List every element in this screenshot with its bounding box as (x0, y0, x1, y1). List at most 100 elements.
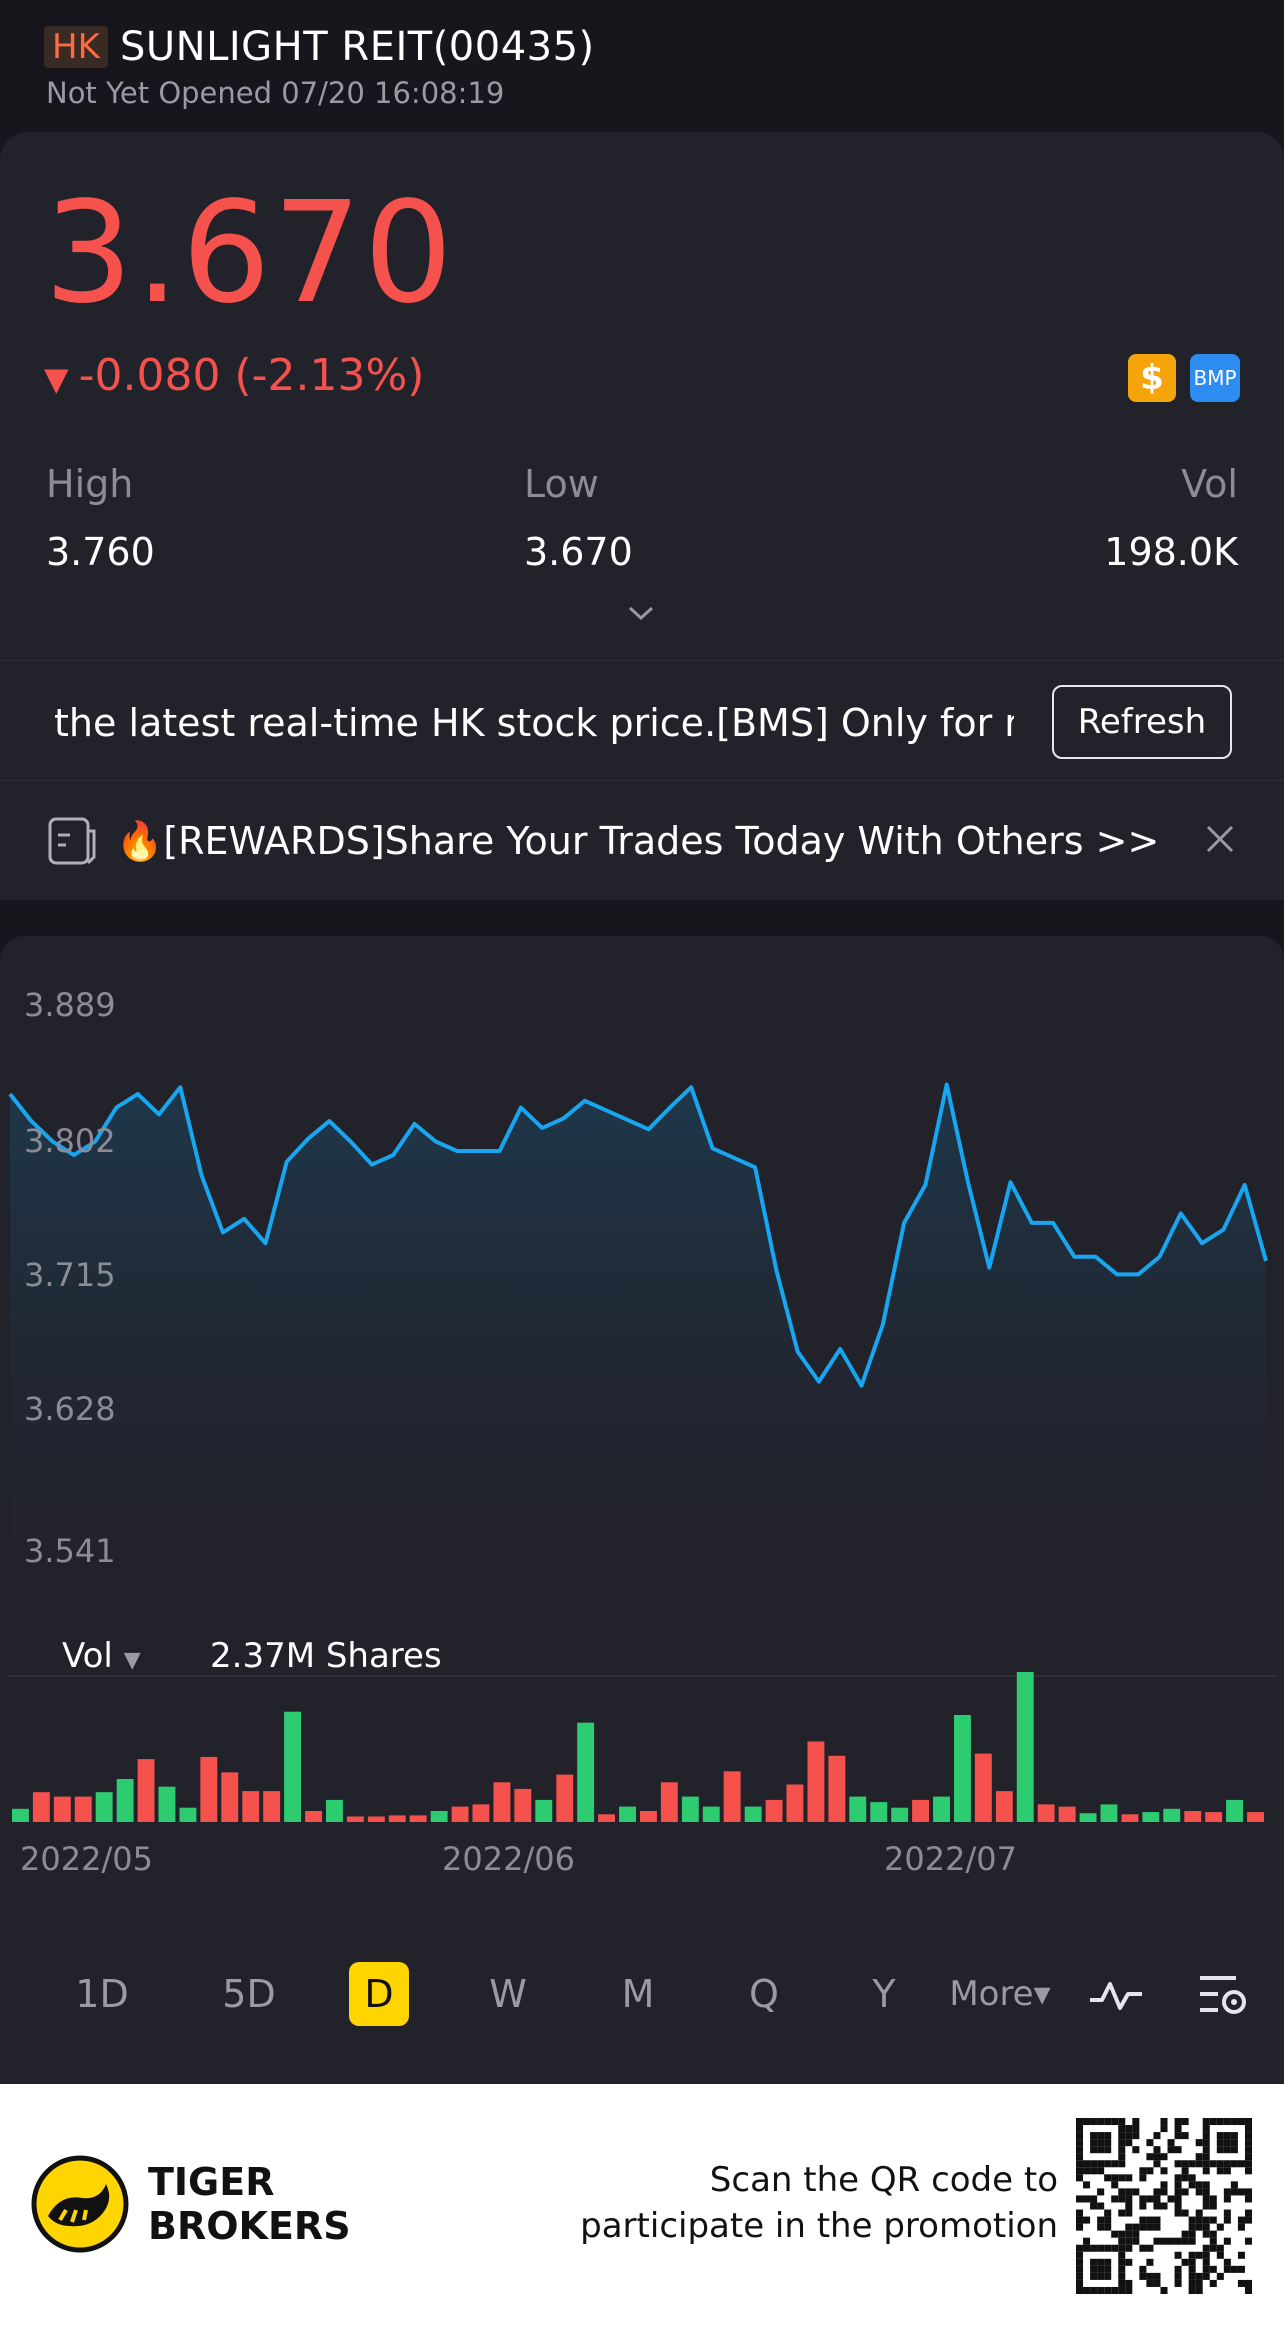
tiger-logo-icon (31, 2155, 129, 2253)
volume-bar (849, 1796, 867, 1822)
volume-selector[interactable]: Vol ▼ (62, 1636, 141, 1676)
volume-bar (744, 1806, 762, 1822)
notice-text: the latest real-time HK stock price.[BMS… (54, 701, 1014, 745)
period-month[interactable]: M (621, 1972, 655, 2016)
low-label: Low (524, 462, 599, 506)
y-tick-label: 3.715 (24, 1256, 116, 1294)
period-week[interactable]: W (489, 1972, 527, 2016)
volume-bar (807, 1741, 825, 1822)
volume-bar (660, 1782, 678, 1822)
low-value: 3.670 (524, 530, 633, 574)
volume-bar (577, 1722, 595, 1822)
period-day[interactable]: D (349, 1962, 409, 2026)
volume-bar (1079, 1813, 1097, 1822)
chart-settings-icon[interactable] (1196, 1970, 1252, 2018)
volume-bar (933, 1796, 950, 1822)
price-change-value: -0.080 (-2.13%) (78, 350, 425, 401)
volume-bar (200, 1756, 218, 1822)
x-tick-label: 2022/07 (884, 1840, 1017, 1878)
period-more[interactable]: More▾ (949, 1974, 1051, 2014)
stock-title[interactable]: SUNLIGHT REIT(00435) (120, 24, 595, 70)
x-tick-label: 2022/06 (442, 1840, 575, 1878)
last-price: 3.670 (44, 172, 455, 335)
price-change: ▼ -0.080 (-2.13%) (44, 350, 424, 401)
volume-bar (263, 1791, 281, 1822)
volume-bar (95, 1792, 113, 1822)
period-selector: 1D 5D D W M Q Y More▾ (0, 1940, 1284, 2040)
period-year[interactable]: Y (872, 1972, 896, 2016)
x-tick-label: 2022/05 (20, 1840, 153, 1878)
volume-bar (12, 1808, 29, 1822)
volume-bar (493, 1782, 511, 1822)
chart-card: 3.889 3.802 3.715 3.628 3.541 Vol ▼ 2.37… (0, 936, 1284, 2084)
volume-bar (1121, 1814, 1139, 1822)
promo-banner[interactable]: 🔥[REWARDS]Share Your Trades Today With O… (0, 780, 1284, 900)
y-tick-label: 3.802 (24, 1122, 116, 1160)
volume-bar (32, 1792, 50, 1822)
volume-bar (137, 1759, 155, 1822)
volume-label: Vol (62, 1636, 113, 1676)
volume-bar (598, 1814, 615, 1822)
volume-bar (681, 1796, 699, 1822)
promo-footer: TIGER BROKERS Scan the QR code to partic… (0, 2084, 1284, 2325)
volume-bar (556, 1774, 574, 1822)
promo-text[interactable]: 🔥[REWARDS]Share Your Trades Today With O… (116, 819, 1160, 863)
volume-bar (221, 1772, 239, 1822)
volume-bar (765, 1799, 783, 1822)
price-line (8, 1082, 1268, 1388)
volume-bar (1205, 1812, 1223, 1822)
period-5d[interactable]: 5D (222, 1972, 276, 2016)
volume-bar (367, 1816, 385, 1822)
volume-bar (1163, 1808, 1181, 1822)
volume-bar (284, 1711, 301, 1822)
indicator-icon[interactable] (1088, 1970, 1144, 2018)
brand-name-line1: TIGER (148, 2160, 275, 2204)
volume-bar (116, 1779, 134, 1822)
volume-bar (702, 1806, 720, 1822)
volume-bar (74, 1796, 92, 1822)
refresh-button[interactable]: Refresh (1052, 685, 1232, 759)
volume-bar (346, 1816, 364, 1822)
vol-value: 198.0K (1104, 530, 1238, 574)
market-badge: HK (44, 26, 108, 68)
period-quarter[interactable]: Q (749, 1972, 779, 2016)
volume-bar (179, 1807, 197, 1822)
volume-bar (1184, 1811, 1202, 1822)
volume-bar (535, 1799, 553, 1822)
market-status: Not Yet Opened 07/20 16:08:19 (46, 76, 505, 110)
volume-bar (53, 1796, 71, 1822)
volume-value: 2.37M Shares (210, 1636, 442, 1676)
chevron-down-icon[interactable] (626, 598, 656, 628)
qr-code-icon[interactable] (1076, 2118, 1252, 2294)
volume-bar (1058, 1806, 1076, 1822)
down-triangle-icon: ▼ (44, 360, 69, 398)
volume-bar (409, 1815, 427, 1822)
volume-bar (326, 1799, 343, 1822)
high-label: High (46, 462, 134, 506)
volume-bar (1037, 1804, 1055, 1822)
price-chart[interactable] (0, 936, 1284, 1940)
volume-bar (242, 1791, 260, 1822)
volume-bar (158, 1786, 176, 1822)
bmp-badge-icon[interactable]: BMP (1190, 354, 1240, 402)
volume-bar (912, 1799, 929, 1822)
caret-down-icon: ▼ (123, 1648, 141, 1673)
dollar-badge-icon[interactable]: $ (1128, 354, 1176, 402)
y-tick-label: 3.889 (24, 986, 116, 1024)
close-icon[interactable] (1198, 817, 1242, 861)
volume-bar (514, 1788, 532, 1822)
volume-bar (388, 1815, 406, 1822)
volume-bar (995, 1791, 1013, 1822)
volume-bar (974, 1753, 992, 1822)
price-area (10, 1084, 1266, 1641)
volume-bar (451, 1806, 469, 1822)
brand-name-line2: BROKERS (148, 2204, 351, 2248)
volume-bar (828, 1755, 846, 1822)
notice-bar: the latest real-time HK stock price.[BMS… (0, 660, 1284, 780)
vol-label: Vol (1181, 462, 1238, 506)
period-1d[interactable]: 1D (75, 1972, 129, 2016)
volume-bar (430, 1811, 448, 1822)
volume-bar (640, 1811, 657, 1822)
volume-bar (1142, 1812, 1160, 1822)
volume-bar (954, 1715, 971, 1822)
